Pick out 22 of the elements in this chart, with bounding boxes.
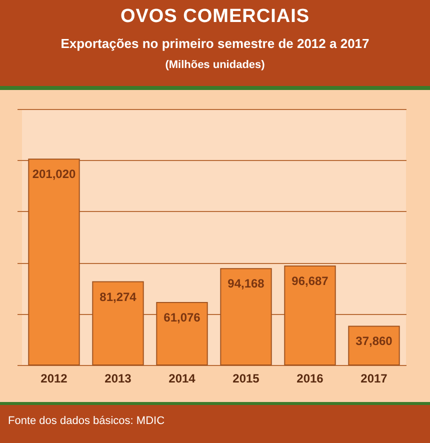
chart-title: OVOS COMERCIAIS	[119, 5, 311, 28]
x-tick-label: 2015	[232, 372, 260, 386]
data-label: 94,168	[228, 276, 265, 291]
bar	[348, 326, 400, 366]
x-tick-label: 2014	[168, 372, 196, 386]
bar	[156, 302, 208, 366]
x-tick-label: 2012	[40, 372, 68, 386]
chart-subtitle: Exportações no primeiro semestre de 2012 a 2017	[60, 36, 370, 51]
bar	[28, 158, 80, 366]
data-label: 37,860	[356, 334, 393, 348]
data-label: 81,274	[100, 290, 137, 304]
x-tick-label: 2016	[296, 372, 324, 386]
data-label: 96,687	[292, 274, 329, 288]
data-label: 61,076	[164, 310, 201, 324]
bar	[220, 268, 272, 366]
x-tick-label: 2017	[360, 372, 388, 386]
bar	[284, 265, 336, 366]
source-note: Fonte dos dados básicos: MDIC	[0, 402, 430, 443]
bar	[92, 281, 144, 366]
data-label: 201,020	[32, 167, 76, 182]
text: (Milhões unidades)	[164, 59, 266, 71]
x-tick-label: 2013	[104, 372, 132, 386]
